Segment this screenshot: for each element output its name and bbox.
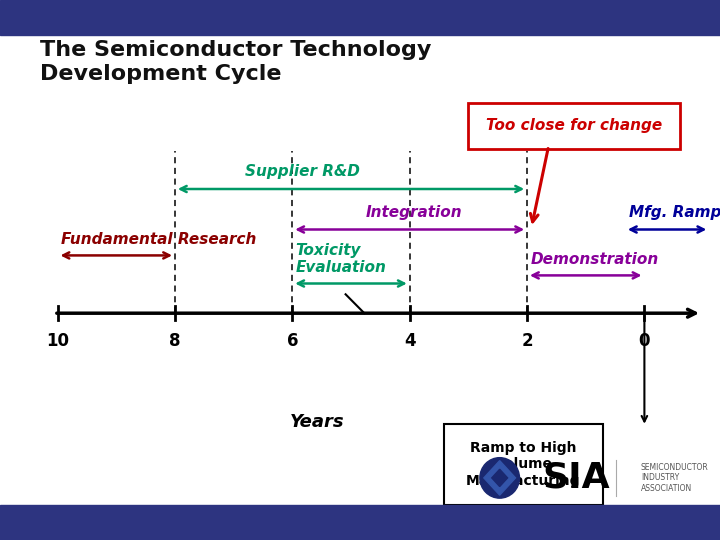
Text: Fundamental Research: Fundamental Research [61,232,256,247]
Text: 8: 8 [169,332,181,350]
Polygon shape [492,469,508,487]
Text: 2: 2 [521,332,533,350]
Text: 4: 4 [404,332,415,350]
Text: Supplier R&D: Supplier R&D [245,164,360,179]
Text: Too close for change: Too close for change [486,118,662,133]
FancyBboxPatch shape [468,103,680,148]
Text: Years: Years [289,413,344,431]
Text: SIA: SIA [542,461,610,495]
Polygon shape [484,461,516,495]
Ellipse shape [480,458,519,498]
FancyBboxPatch shape [444,424,603,505]
Text: Integration: Integration [366,205,462,220]
Text: Toxicity
Evaluation: Toxicity Evaluation [295,243,386,275]
Text: 10: 10 [46,332,69,350]
Text: Demonstration: Demonstration [531,252,659,267]
Text: SEMICONDUCTOR
INDUSTRY
ASSOCIATION: SEMICONDUCTOR INDUSTRY ASSOCIATION [641,463,708,493]
Text: Ramp to High
Volume
Manufacturing: Ramp to High Volume Manufacturing [466,441,581,488]
Text: The Semiconductor Technology
Development Cycle: The Semiconductor Technology Development… [40,40,431,84]
Text: 6: 6 [287,332,298,350]
Bar [0,0,720,35]
Text: Mfg. Ramp: Mfg. Ramp [629,205,720,220]
Bar [0,505,720,540]
Text: 0: 0 [639,332,650,350]
